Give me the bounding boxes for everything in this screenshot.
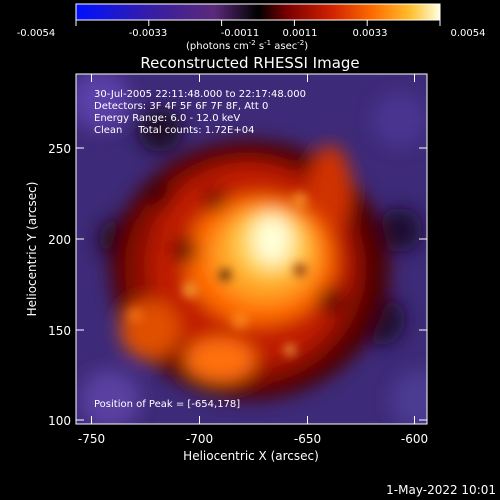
info-detectors: Detectors: 3F 4F 5F 6F 7F 8F, Att 0	[94, 101, 268, 112]
plot-title: Reconstructed RHESSI Image	[140, 54, 359, 72]
colorbar-tick-marks	[75, 20, 441, 26]
colorbar-tick-label: -0.0054	[17, 28, 56, 39]
footer-date: 1-May-2022 10:01	[386, 483, 496, 497]
x-tick-label: -700	[186, 432, 213, 446]
x-tick-label: -600	[401, 432, 428, 446]
x-tick-marks	[91, 74, 415, 424]
y-tick-label: 100	[48, 414, 71, 428]
plot-frame	[75, 73, 428, 425]
peak-position: Position of Peak = [-654,178]	[94, 399, 240, 410]
colorbar-tick-label: 0.0033	[353, 28, 388, 39]
colorbar-tick-label: 0.0011	[283, 28, 318, 39]
colorbar	[75, 3, 441, 21]
y-tick-label: 150	[48, 324, 71, 338]
y-tick-label: 200	[48, 233, 71, 247]
x-tick-label: -650	[294, 432, 321, 446]
colorbar-units: (photons cm-2 s-1 asec-2)	[186, 39, 308, 52]
x-axis-label: Heliocentric X (arcsec)	[183, 449, 319, 463]
colorbar-tick-label: 0.0054	[451, 28, 486, 39]
info-energy-range: Energy Range: 6.0 - 12.0 keV	[94, 113, 240, 124]
info-clean-counts: Clean Total counts: 1.72E+04	[94, 125, 254, 136]
colorbar-tick-label: -0.0011	[221, 28, 260, 39]
colorbar-tick-label: -0.0033	[129, 28, 168, 39]
y-tick-marks	[76, 147, 427, 421]
rhessi-image	[76, 74, 427, 424]
info-time-range: 30-Jul-2005 22:11:48.000 to 22:17:48.000	[94, 89, 306, 100]
x-tick-label: -750	[78, 432, 105, 446]
y-tick-label: 250	[48, 142, 71, 156]
y-axis-label: Heliocentric Y (arcsec)	[25, 182, 39, 317]
